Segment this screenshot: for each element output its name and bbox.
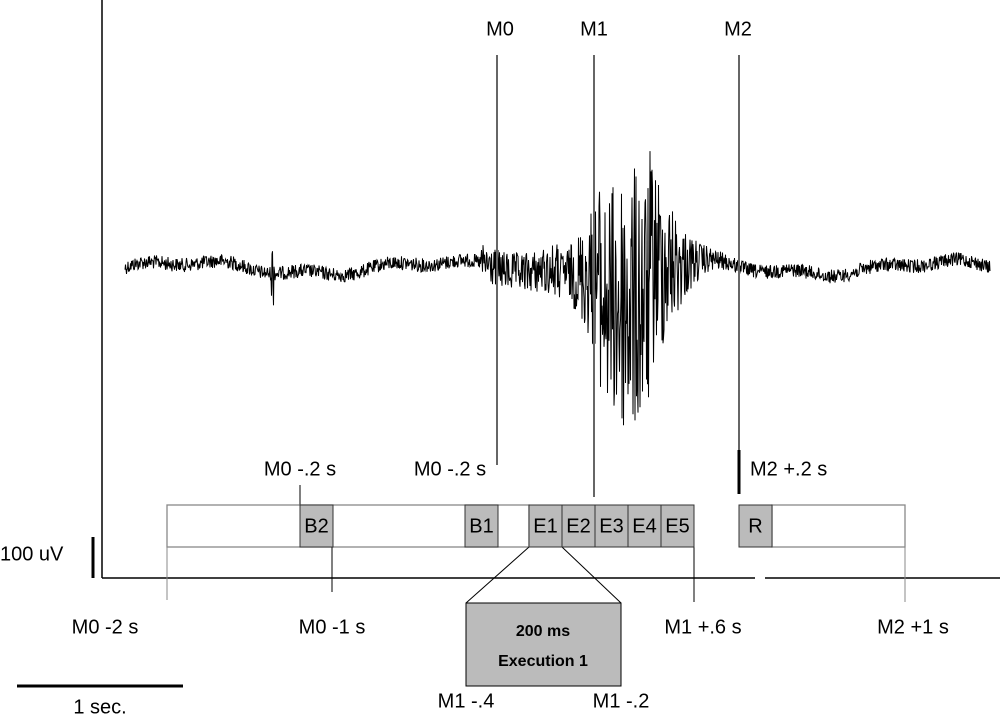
lower-label: M2 +1 s xyxy=(877,616,949,638)
epoch-label: E5 xyxy=(665,515,689,537)
marker-label: M2 xyxy=(724,18,752,40)
lower-label: M0 -2 s xyxy=(72,616,139,638)
upper-label: M0 -.2 s xyxy=(414,458,486,480)
drop-lines xyxy=(166,546,906,604)
amplitude-label: 100 uV xyxy=(0,543,64,565)
epoch-label: B1 xyxy=(469,515,493,537)
lower-label: M1 +.6 s xyxy=(664,616,741,638)
upper-label: M2 +.2 s xyxy=(750,458,827,480)
lower-label: M1 -.4 xyxy=(438,690,495,712)
time-label: 1 sec. xyxy=(73,696,126,716)
epoch-box xyxy=(594,504,629,548)
epoch-label: B2 xyxy=(304,515,328,537)
marker-label: M0 xyxy=(486,18,514,40)
marker-lines xyxy=(496,55,740,497)
zoom-name: Execution 1 xyxy=(498,653,588,670)
lower-label: M1 -.2 xyxy=(593,690,650,712)
upper-label: M0 -.2 s xyxy=(264,458,336,480)
epoch-label: R xyxy=(748,515,762,537)
epoch-box xyxy=(299,504,334,548)
epoch-box xyxy=(738,504,773,548)
epoch-box xyxy=(627,504,662,548)
epoch-box xyxy=(528,504,563,548)
lower-label: M0 -1 s xyxy=(299,616,366,638)
epoch-label: E4 xyxy=(632,515,656,537)
epoch-label: E1 xyxy=(533,515,557,537)
marker-label: M1 xyxy=(580,18,608,40)
zoom-box xyxy=(465,602,622,687)
epoch-label: E3 xyxy=(599,515,623,537)
epoch-box xyxy=(660,504,695,548)
epoch-label: E2 xyxy=(566,515,590,537)
emg-trace xyxy=(124,151,991,426)
epoch-boxes: B2 B1 E1 E2 E3 E4 E5 R xyxy=(299,504,773,548)
epoch-box xyxy=(464,504,499,548)
axes xyxy=(101,0,1000,579)
zoom-duration: 200 ms xyxy=(516,623,570,640)
